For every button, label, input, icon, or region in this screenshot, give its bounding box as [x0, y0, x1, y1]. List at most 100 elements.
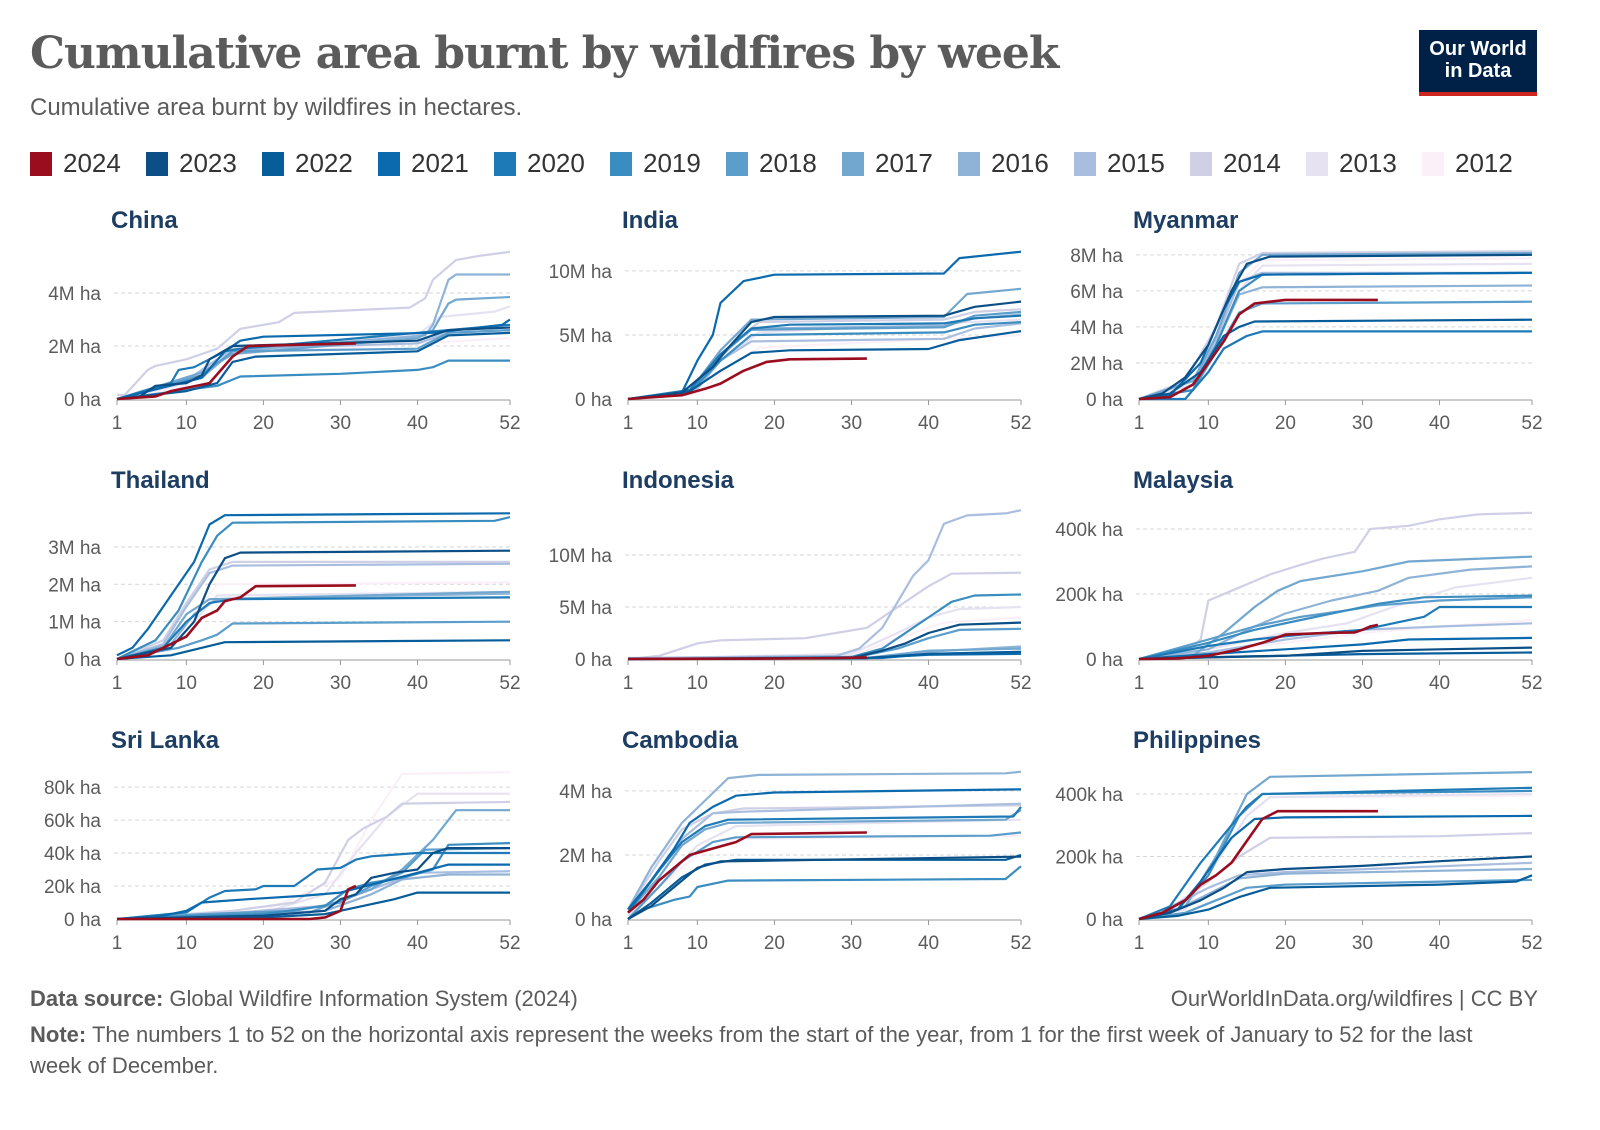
x-tick-label: 52: [1010, 933, 1031, 954]
series-line-2018: [627, 831, 1022, 920]
legend-swatch: [958, 151, 980, 176]
legend-item-2014[interactable]: 2014: [1190, 148, 1306, 179]
series-line-2019: [1138, 271, 1533, 401]
x-tick-label: 52: [1010, 673, 1031, 694]
legend-label: 2013: [1339, 148, 1397, 178]
legend-label: 2012: [1455, 148, 1513, 178]
series-line-2020: [627, 314, 1022, 401]
series-line-2019: [627, 593, 1022, 661]
legend-item-2022[interactable]: 2022: [262, 148, 378, 179]
source-url[interactable]: OurWorldInData.org/wildfires | CC BY: [1170, 986, 1538, 1011]
series-line-2021: [1138, 636, 1533, 661]
legend-item-2018[interactable]: 2018: [726, 148, 842, 179]
panel-title: Indonesia: [622, 467, 735, 494]
x-tick-label: 30: [330, 933, 351, 954]
legend-item-2013[interactable]: 2013: [1306, 148, 1422, 179]
x-tick-label: 52: [1010, 413, 1031, 434]
legend-swatch: [610, 151, 632, 176]
legend-item-2012[interactable]: 2012: [1422, 148, 1538, 179]
legend-item-2023[interactable]: 2023: [146, 148, 262, 179]
y-tick-label: 400k ha: [1055, 520, 1123, 541]
x-tick-label: 10: [176, 933, 197, 954]
series-line-2024: [1138, 809, 1378, 921]
series-line-2024: [117, 884, 357, 921]
legend-swatch: [1190, 151, 1212, 176]
series-line-2014: [116, 560, 510, 661]
series-line-2024: [1138, 298, 1378, 401]
x-tick-label: 30: [841, 673, 862, 694]
x-tick-label: 1: [1134, 673, 1145, 694]
x-tick-label: 10: [1198, 413, 1219, 434]
x-tick-label: 1: [112, 673, 123, 694]
series-line-2022: [1138, 318, 1533, 401]
series-line-2016: [627, 770, 1022, 910]
y-tick-label: 0 ha: [1086, 650, 1123, 671]
series-line-2019: [1138, 594, 1533, 661]
series-line-2024: [1138, 623, 1379, 661]
y-tick-label: 80k ha: [44, 778, 101, 799]
series-line-2021: [116, 863, 510, 921]
panel-title: China: [111, 207, 178, 234]
series-line-2022: [116, 331, 511, 401]
legend-item-2017[interactable]: 2017: [842, 148, 958, 179]
series-line-2024: [627, 831, 867, 914]
owid-logo[interactable]: Our World in Data: [1419, 30, 1537, 96]
legend-label: 2024: [63, 148, 121, 178]
x-tick-label: 20: [764, 413, 785, 434]
y-tick-label: 200k ha: [1055, 848, 1123, 869]
x-tick-label: 20: [1275, 673, 1296, 694]
legend-label: 2014: [1223, 148, 1281, 178]
y-tick-label: 3M ha: [48, 538, 101, 559]
x-tick-label: 40: [407, 933, 428, 954]
x-tick-label: 10: [1198, 933, 1219, 954]
y-tick-label: 40k ha: [44, 844, 101, 865]
series-line-2023: [627, 855, 1022, 920]
legend-label: 2016: [991, 148, 1049, 178]
x-tick-label: 40: [407, 673, 428, 694]
y-tick-label: 400k ha: [1055, 785, 1123, 806]
x-tick-label: 20: [1275, 413, 1296, 434]
series-line-2024: [116, 584, 356, 661]
series-line-2021: [627, 788, 1022, 911]
x-tick-label: 52: [1521, 413, 1542, 434]
chart-title: Cumulative area burnt by wildfires by we…: [30, 28, 1059, 79]
x-tick-label: 30: [841, 413, 862, 434]
legend-item-2015[interactable]: 2015: [1074, 148, 1190, 179]
series-line-2021: [116, 318, 511, 401]
series-line-2023: [1138, 253, 1533, 401]
panel-title: India: [622, 207, 679, 234]
x-tick-label: 10: [687, 673, 708, 694]
data-source: Data source: Global Wildfire Information…: [30, 986, 578, 1012]
x-tick-label: 1: [623, 673, 634, 694]
legend-item-2021[interactable]: 2021: [378, 148, 494, 179]
y-tick-label: 0 ha: [64, 390, 101, 411]
series-line-2014: [117, 250, 511, 397]
series-line-2016: [1138, 565, 1533, 661]
legend-swatch: [1422, 151, 1444, 176]
panel-title: Cambodia: [622, 727, 739, 754]
panel-title: Myanmar: [1133, 207, 1238, 234]
x-tick-label: 30: [1352, 413, 1373, 434]
legend-label: 2020: [527, 148, 585, 178]
x-tick-label: 10: [687, 413, 708, 434]
logo-text: Our World in Data: [1429, 38, 1527, 82]
y-tick-label: 0 ha: [64, 650, 101, 671]
x-tick-label: 40: [918, 413, 939, 434]
legend-swatch: [262, 151, 284, 176]
y-tick-label: 6M ha: [1070, 282, 1123, 303]
legend-item-2024[interactable]: 2024: [30, 148, 146, 179]
x-tick-label: 20: [253, 673, 274, 694]
series-line-2022: [627, 330, 1022, 401]
x-tick-label: 1: [1134, 933, 1145, 954]
x-tick-label: 52: [499, 933, 520, 954]
series-line-2023: [627, 300, 1022, 401]
x-tick-label: 1: [1134, 413, 1145, 434]
legend-swatch: [726, 151, 748, 176]
legend-item-2020[interactable]: 2020: [494, 148, 610, 179]
x-tick-label: 10: [687, 933, 708, 954]
legend-item-2016[interactable]: 2016: [958, 148, 1074, 179]
legend-item-2019[interactable]: 2019: [610, 148, 726, 179]
series-line-2013: [116, 792, 510, 921]
